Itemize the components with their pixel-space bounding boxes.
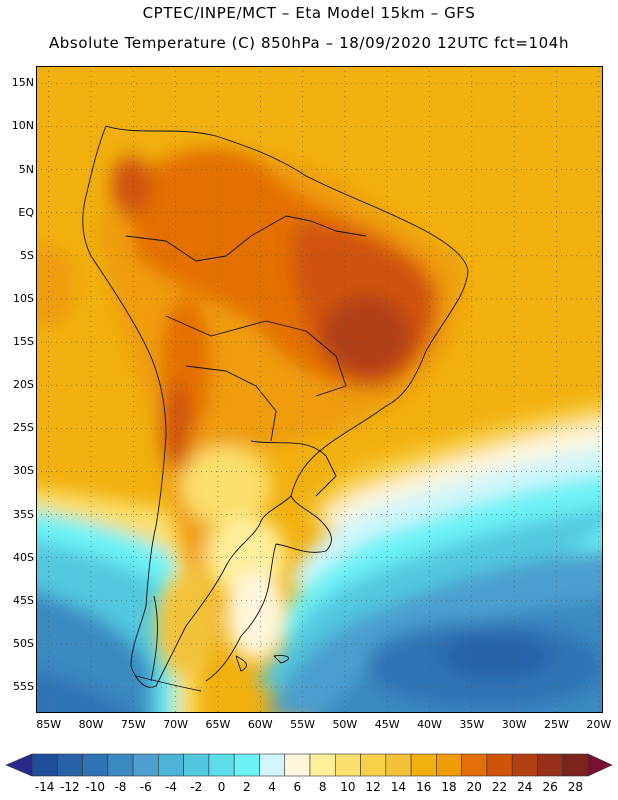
colorbar-swatch bbox=[385, 753, 412, 777]
colorbar-tick-label: 14 bbox=[391, 780, 406, 794]
colorbar-swatch bbox=[284, 753, 311, 777]
colorbar-tick-label: -2 bbox=[190, 780, 202, 794]
colorbar-swatch bbox=[31, 753, 58, 777]
colorbar-swatch bbox=[562, 753, 589, 777]
latitude-tick-label: 15S bbox=[13, 335, 34, 349]
colorbar-swatch bbox=[107, 753, 134, 777]
longitude-tick-label: 65W bbox=[205, 718, 231, 731]
longitude-tick-label: 60W bbox=[247, 718, 273, 731]
colorbar-tick-label: 22 bbox=[492, 780, 507, 794]
longitude-tick-label: 85W bbox=[36, 718, 62, 731]
colorbar-tick-label: -10 bbox=[85, 780, 105, 794]
colorbar-tick-label: 10 bbox=[340, 780, 355, 794]
colorbar-tick-label: 18 bbox=[441, 780, 456, 794]
map-title-line-2: Absolute Temperature (C) 850hPa – 18/09/… bbox=[48, 34, 570, 52]
colorbar-over-arrow bbox=[587, 753, 613, 777]
colorbar-tick-label: 2 bbox=[243, 780, 251, 794]
latitude-tick-label: 30S bbox=[13, 464, 34, 478]
colorbar-swatch bbox=[334, 753, 361, 777]
colorbar-swatch bbox=[208, 753, 235, 777]
latitude-tick-label: 20S bbox=[13, 378, 34, 392]
map-title-line-1: CPTEC/INPE/MCT – Eta Model 15km – GFS bbox=[142, 4, 476, 22]
longitude-tick-label: 80W bbox=[78, 718, 104, 731]
colorbar-tick-label: 20 bbox=[467, 780, 482, 794]
longitude-tick-label: 45W bbox=[374, 718, 400, 731]
colorbar-tick-label: -14 bbox=[35, 780, 55, 794]
colorbar-tick-label: 4 bbox=[268, 780, 276, 794]
latitude-tick-label: 55S bbox=[13, 680, 34, 694]
colorbar-swatch bbox=[436, 753, 462, 777]
latitude-tick-label: 5S bbox=[20, 248, 34, 262]
longitude-tick-label: 20W bbox=[586, 718, 612, 731]
colorbar-swatch bbox=[132, 753, 159, 777]
temperature-field bbox=[36, 66, 603, 713]
latitude-tick-label: 40S bbox=[13, 550, 34, 564]
colorbar-tick-label: 0 bbox=[218, 780, 226, 794]
colorbar-swatch bbox=[537, 753, 564, 777]
map-border bbox=[36, 66, 603, 713]
colorbar-tick-label: 24 bbox=[517, 780, 532, 794]
longitude-tick-label: 55W bbox=[290, 718, 315, 731]
colorbar-swatch bbox=[56, 753, 83, 777]
colorbar-swatch bbox=[511, 753, 538, 777]
colorbar-tick-label: -8 bbox=[114, 780, 126, 794]
longitude-tick-label: 50W bbox=[332, 718, 358, 731]
temperature-map bbox=[36, 66, 603, 713]
latitude-tick-label: 15N bbox=[11, 76, 34, 90]
longitude-tick-label: 30W bbox=[501, 718, 527, 731]
colorbar-tick-label: -4 bbox=[165, 780, 177, 794]
colorbar-swatch bbox=[461, 753, 488, 777]
latitude-tick-label: 10S bbox=[13, 291, 34, 305]
temperature-colorbar: -14 -12 -10 -8 -6 -4 -2 0 2 4 6 8 10 12 14 16 18 20 22 24 26… bbox=[5, 753, 613, 794]
colorbar-tick-label: 12 bbox=[366, 780, 381, 794]
colorbar-tick-label: 28 bbox=[568, 780, 583, 794]
colorbar-swatch bbox=[360, 753, 387, 777]
longitude-tick-label: 25W bbox=[544, 718, 569, 731]
colorbar-swatch bbox=[233, 753, 260, 777]
colorbar-swatch bbox=[309, 753, 336, 777]
colorbar-tick-label: -6 bbox=[140, 780, 152, 794]
colorbar-tick-label: 16 bbox=[416, 780, 431, 794]
longitude-tick-label: 75W bbox=[120, 718, 146, 731]
latitude-tick-label: EQ bbox=[18, 205, 34, 219]
longitude-tick-label: 70W bbox=[163, 718, 189, 731]
colorbar-tick-label: 26 bbox=[542, 780, 557, 794]
colorbar-swatch bbox=[410, 753, 437, 777]
colorbar-tick-label: 8 bbox=[319, 780, 327, 794]
colorbar-swatch bbox=[158, 753, 184, 777]
colorbar-tick-label: 6 bbox=[294, 780, 302, 794]
longitude-tick-label: 35W bbox=[459, 718, 485, 731]
colorbar-swatch bbox=[486, 753, 513, 777]
colorbar-swatch bbox=[259, 753, 286, 777]
latitude-tick-label: 10N bbox=[11, 119, 34, 133]
colorbar-swatch bbox=[82, 753, 109, 777]
colorbar-swatch bbox=[183, 753, 210, 777]
latitude-tick-label: 5N bbox=[18, 162, 34, 176]
colorbar-under-arrow bbox=[5, 753, 33, 777]
colorbar-tick-label: -12 bbox=[60, 780, 80, 794]
latitude-tick-label: 35S bbox=[13, 507, 34, 521]
latitude-tick-label: 25S bbox=[13, 421, 34, 435]
coastline-outline bbox=[82, 125, 469, 692]
longitude-tick-label: 40W bbox=[417, 718, 442, 731]
latitude-tick-label: 50S bbox=[13, 636, 34, 650]
latitude-tick-label: 45S bbox=[13, 593, 34, 607]
